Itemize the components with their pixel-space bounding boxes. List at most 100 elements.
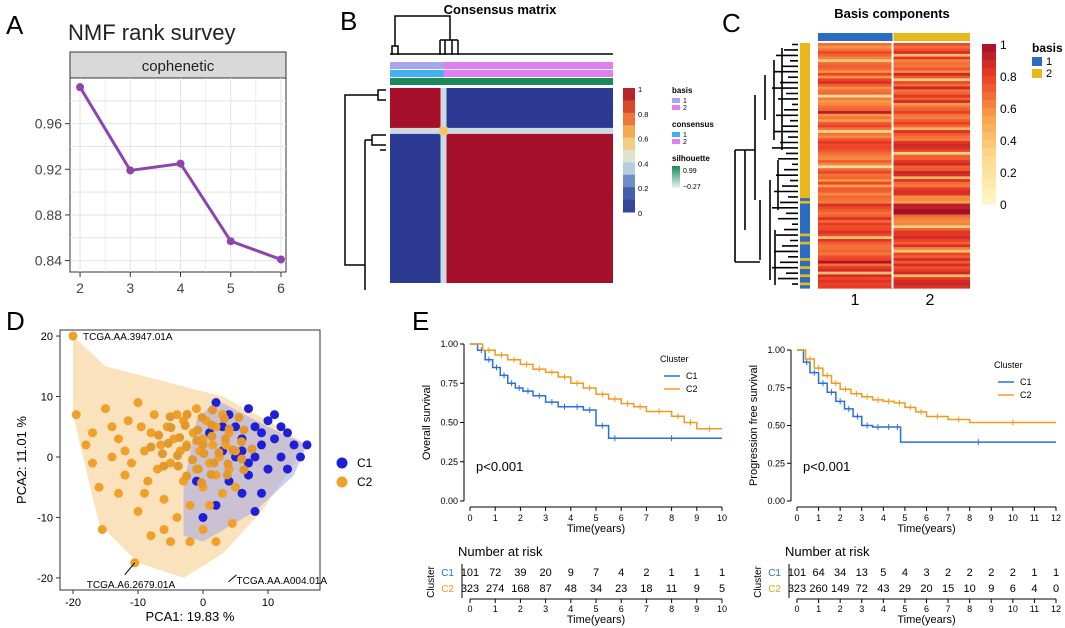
- c-heat-cell: [818, 258, 893, 262]
- c-heat-cell: [893, 268, 970, 273]
- c-heat-cell: [818, 203, 893, 207]
- e-xlabel: Time(years): [567, 523, 625, 535]
- a-xtick-label: 3: [126, 280, 134, 296]
- d-point-c2: [120, 446, 130, 456]
- e-risk-value: 29: [899, 583, 911, 595]
- c-sidebar-cell: [800, 176, 810, 180]
- c-heat-cell: [818, 132, 893, 137]
- d-point-c1: [283, 464, 292, 474]
- d-point-c1: [244, 458, 253, 468]
- e-risk-label: C1: [441, 568, 454, 579]
- e-xtick-label: 2: [838, 513, 843, 523]
- c-heat-cell: [893, 247, 970, 251]
- c-sidebar-cell: [800, 51, 810, 55]
- c-heat-cell: [818, 255, 893, 259]
- c-heat-cell: [893, 72, 970, 77]
- a-ytick-label: 0.84: [35, 253, 62, 269]
- e-progression-free-survival: 0.000.250.500.751.000 1 2 3 4 5 6 7 8 9 10 11 12Time…: [748, 345, 1061, 626]
- c-heat-cell: [893, 157, 970, 161]
- c-sidebar-cell: [800, 168, 810, 172]
- c-heat-cell: [818, 151, 893, 156]
- d-point-c2-dense: [175, 433, 185, 443]
- d-annotations: TCGA.AA.3947.01A TCGA.A6.2679.01A TCGA.AA.…: [83, 332, 327, 591]
- c-sidebar-cell: [800, 173, 810, 177]
- b-block-c2c1: [390, 130, 444, 283]
- c-sidebar-cell: [800, 48, 810, 52]
- c-sidebar-cell: [800, 116, 810, 120]
- d-point-c2-dense: [199, 449, 209, 459]
- c-heat-cell: [818, 53, 893, 58]
- c-sidebar-cell: [800, 53, 810, 58]
- b-legend-consensus-label-2: 2: [683, 139, 687, 146]
- c-sidebar-cell: [800, 165, 810, 169]
- e-xtick-label: 6: [924, 513, 929, 523]
- c-heat-cell: [893, 225, 970, 229]
- c-heat-cell: [818, 263, 893, 267]
- c-sidebar-cell: [800, 141, 810, 145]
- d-point-c2-dense: [234, 412, 244, 422]
- d-point-c2: [140, 446, 149, 456]
- c-sidebar-cell: [800, 198, 810, 202]
- c-sidebar-cell: [800, 241, 810, 246]
- b-legend-silhouette-title: silhouette: [672, 154, 710, 163]
- c-heat-cell: [893, 108, 970, 112]
- c-scale-label: 0.6: [1000, 102, 1017, 116]
- d-point-c2: [198, 525, 208, 535]
- c-heat-cell: [893, 192, 970, 197]
- c-heat-cell: [893, 244, 970, 248]
- c-heat-cell: [893, 119, 970, 123]
- e-risk-xtick-label: 12: [1051, 604, 1061, 614]
- c-scale-cell: [982, 92, 996, 101]
- c-heat-cell: [818, 51, 893, 55]
- c-sidebar-cell: [800, 89, 810, 93]
- c-heat-cell: [818, 274, 893, 278]
- a-ytick-label: 0.92: [35, 161, 62, 177]
- c-left-dendrogram: [734, 43, 798, 285]
- d-point-c2-dense: [223, 459, 233, 469]
- c-sidebar-cell: [800, 244, 810, 248]
- c-heat-cell: [893, 168, 970, 172]
- c-heat-cell: [818, 130, 893, 134]
- e-risk-axis-title: Cluster: [753, 565, 764, 597]
- c-sidebar-cell: [800, 179, 810, 183]
- c-sidebar-cell: [800, 72, 810, 77]
- d-point-c2-dense: [166, 423, 176, 433]
- e-risk-value: 10: [964, 583, 976, 595]
- d-point-c2: [159, 525, 169, 535]
- e-risk-value: 72: [489, 567, 501, 579]
- d-point-c1: [198, 512, 208, 522]
- d-point-c2: [81, 440, 91, 450]
- d-point-c1: [263, 464, 273, 474]
- e-risk-label: C2: [441, 584, 454, 595]
- c-heat-cell: [818, 67, 893, 71]
- d-point-c2: [123, 416, 133, 426]
- c-heat-cell: [893, 239, 970, 243]
- d-point-c1: [270, 434, 279, 444]
- e-risk-xtick-label: 0: [467, 604, 472, 614]
- c-heat-cell: [818, 162, 893, 167]
- e-risk-title: Number at risk: [458, 544, 543, 559]
- c-heatmap: [818, 43, 970, 289]
- d-xtick-label: 0: [200, 597, 206, 609]
- c-sidebar-cell: [800, 206, 810, 210]
- c-heat-cell: [818, 121, 893, 126]
- c-sidebar-cell: [800, 149, 810, 153]
- c-scale-label: 0.4: [1000, 134, 1017, 148]
- e-xtick-label: 4: [568, 513, 573, 523]
- c-sidebar-cell: [800, 225, 810, 229]
- c-heat-cell: [818, 260, 893, 265]
- e-risk-value: 7: [593, 567, 599, 579]
- d-points: [68, 331, 312, 568]
- e-risk-value: 9: [694, 583, 700, 595]
- e-risk-value: 1: [1031, 567, 1037, 579]
- d-point-c2-dense: [196, 478, 206, 488]
- e-ytick-label: 1.00: [767, 345, 785, 355]
- e-risk-value: 323: [788, 583, 806, 595]
- e-risk-value: 5: [719, 583, 725, 595]
- d-point-c2-dense: [221, 434, 231, 444]
- e-risk-value: 72: [856, 583, 868, 595]
- e-risk-value: 43: [877, 583, 889, 595]
- d-point-c2-dense: [182, 409, 192, 419]
- e-risk-xtick-label: 7: [946, 604, 951, 614]
- c-scale-label: 0: [1000, 198, 1007, 212]
